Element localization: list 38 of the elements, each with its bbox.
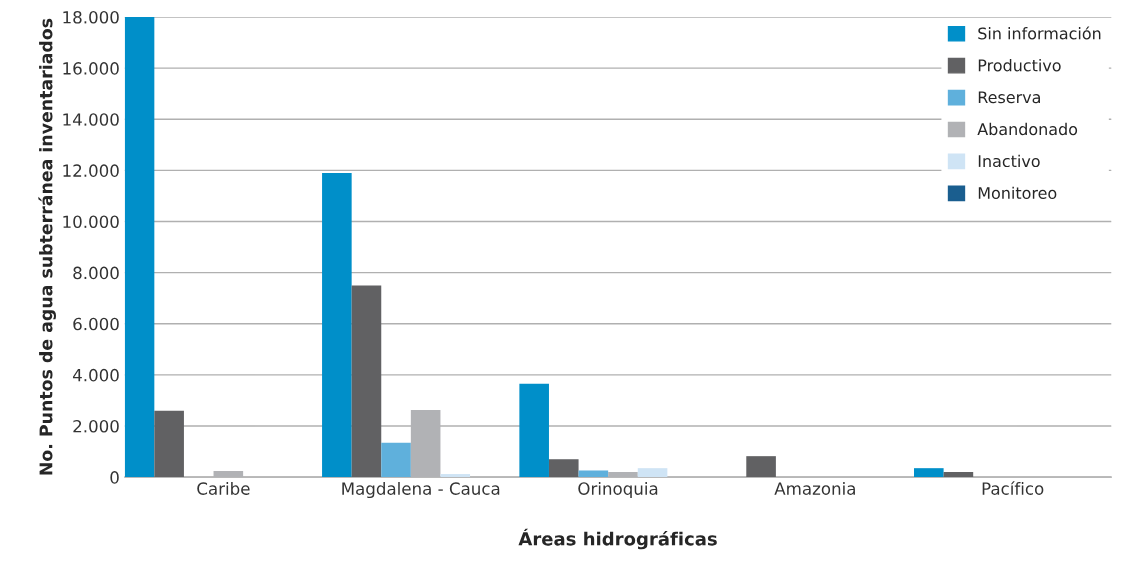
bar xyxy=(440,474,471,478)
legend-label: Monitoreo xyxy=(978,186,1057,200)
y-axis-title: No. Puntos de agua subterránea inventariados xyxy=(38,18,57,475)
y-tick-label: 2.000 xyxy=(73,419,119,433)
x-tick-label: Magdalena - Cauca xyxy=(342,481,500,499)
bar xyxy=(351,285,382,478)
y-tick-label: 10.000 xyxy=(63,215,119,229)
y-tick-label: 8.000 xyxy=(73,266,119,280)
x-tick-label: Caribe xyxy=(197,481,250,495)
bar xyxy=(124,17,155,478)
bar xyxy=(519,383,549,478)
x-tick-label: Pacífico xyxy=(982,481,1044,495)
y-tick-label: 12.000 xyxy=(63,164,119,177)
bar xyxy=(322,172,352,478)
bar xyxy=(914,468,944,478)
legend-label: Sin información xyxy=(978,26,1101,40)
x-tick-label: Amazonia xyxy=(774,481,855,495)
y-tick-label: 16.000 xyxy=(63,62,119,75)
bar xyxy=(154,410,184,478)
bar xyxy=(213,470,244,478)
y-tick-label: 4.000 xyxy=(72,368,119,382)
x-axis-title: Áreas hidrográficas xyxy=(518,528,717,550)
x-tick-label: Orinoquia xyxy=(578,481,658,499)
legend-label: Reserva xyxy=(978,91,1040,104)
bar xyxy=(746,456,776,478)
bar xyxy=(637,468,668,478)
bar xyxy=(608,472,638,478)
y-tick-label: 6.000 xyxy=(73,317,119,331)
bar xyxy=(548,459,579,478)
y-tick-label: 18.000 xyxy=(63,11,119,24)
bar xyxy=(578,470,609,478)
legend-label: Inactivo xyxy=(978,154,1040,168)
bar xyxy=(943,472,974,478)
legend-label: Abandonado xyxy=(977,122,1078,136)
y-tick-label: 14.000 xyxy=(63,113,119,126)
legend-label: Productivo xyxy=(978,59,1061,72)
y-tick-label: 0 xyxy=(110,471,119,484)
bar xyxy=(381,442,411,478)
